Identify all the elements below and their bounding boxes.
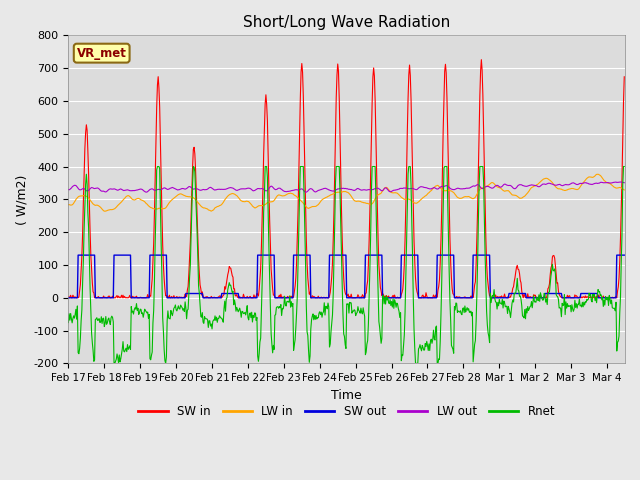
LW in bbox=[67, 202, 74, 208]
SW out bbox=[65, 295, 72, 300]
Title: Short/Long Wave Radiation: Short/Long Wave Radiation bbox=[243, 15, 451, 30]
LW out bbox=[323, 186, 331, 192]
LW in bbox=[620, 187, 628, 193]
Y-axis label: ( W/m2): ( W/m2) bbox=[15, 174, 28, 225]
SW in bbox=[143, 294, 151, 300]
SW out bbox=[74, 252, 82, 258]
SW out bbox=[303, 252, 310, 258]
Line: LW in: LW in bbox=[68, 174, 624, 211]
LW in bbox=[464, 193, 472, 199]
LW in bbox=[323, 194, 331, 200]
SW in bbox=[478, 67, 486, 73]
SW out bbox=[323, 295, 331, 300]
Rnet bbox=[465, 306, 472, 312]
SW in bbox=[477, 57, 485, 62]
LW in bbox=[65, 202, 72, 207]
LW out bbox=[477, 185, 485, 191]
Legend: SW in, LW in, SW out, LW out, Rnet: SW in, LW in, SW out, LW out, Rnet bbox=[133, 401, 560, 423]
SW out bbox=[620, 252, 628, 258]
Line: SW out: SW out bbox=[68, 255, 624, 298]
SW in bbox=[620, 74, 628, 80]
Rnet bbox=[478, 164, 486, 169]
X-axis label: Time: Time bbox=[332, 389, 362, 402]
Rnet bbox=[620, 164, 628, 169]
LW out bbox=[303, 189, 310, 195]
SW in bbox=[65, 294, 72, 300]
Rnet bbox=[65, 320, 72, 325]
LW out bbox=[301, 189, 309, 195]
Rnet bbox=[67, 311, 74, 316]
Line: Rnet: Rnet bbox=[68, 167, 624, 363]
Rnet bbox=[303, 329, 311, 335]
Rnet bbox=[110, 360, 118, 366]
Line: LW out: LW out bbox=[68, 182, 624, 192]
SW in bbox=[303, 236, 310, 242]
LW out bbox=[65, 187, 72, 192]
LW out bbox=[620, 180, 628, 186]
SW out bbox=[67, 295, 74, 300]
LW in bbox=[303, 204, 310, 210]
Rnet bbox=[154, 164, 161, 169]
SW out bbox=[464, 295, 472, 300]
SW out bbox=[143, 295, 151, 300]
Rnet bbox=[324, 300, 332, 306]
LW out bbox=[617, 179, 625, 185]
LW out bbox=[142, 189, 150, 195]
LW in bbox=[101, 208, 109, 214]
SW in bbox=[68, 295, 76, 300]
LW out bbox=[67, 186, 74, 192]
SW in bbox=[323, 295, 331, 300]
LW in bbox=[143, 201, 151, 207]
LW in bbox=[594, 171, 602, 177]
SW in bbox=[464, 295, 472, 300]
LW out bbox=[464, 185, 472, 191]
SW out bbox=[477, 252, 485, 258]
SW in bbox=[65, 295, 73, 300]
Rnet bbox=[143, 310, 151, 316]
LW in bbox=[477, 185, 485, 191]
Line: SW in: SW in bbox=[68, 60, 624, 298]
Text: VR_met: VR_met bbox=[77, 47, 127, 60]
